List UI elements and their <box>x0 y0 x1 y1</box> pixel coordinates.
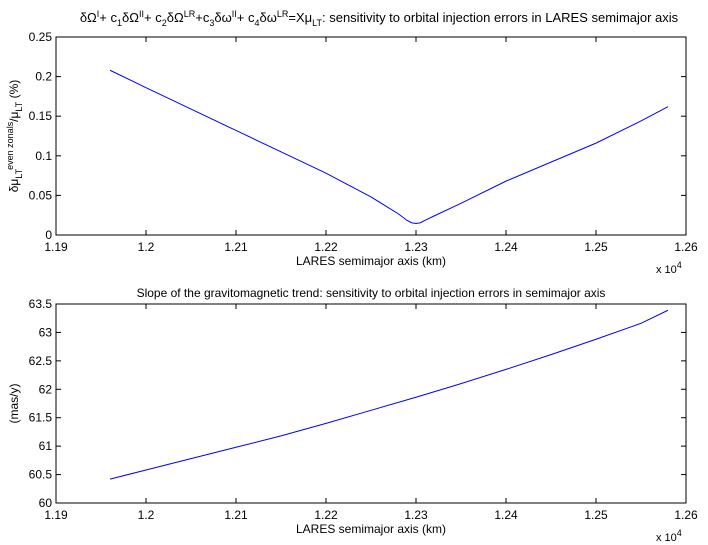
x-tick-label: 1.21 <box>224 508 248 522</box>
y-tick-label: 0.25 <box>29 30 53 44</box>
x-tick-label: 1.23 <box>404 240 428 254</box>
y-tick-label: 0.15 <box>29 109 53 123</box>
x-tick-label: 1.24 <box>494 508 518 522</box>
y-tick-label: 0 <box>45 228 52 242</box>
x-tick-label: 1.23 <box>404 508 428 522</box>
y-axis-label: δμLTeven zonals/μLT (%) <box>5 80 24 193</box>
x-tick-label: 1.26 <box>674 240 698 254</box>
x-tick-label: 1.22 <box>314 240 338 254</box>
y-tick-label: 0.2 <box>35 70 52 84</box>
chart-title: δΩI+ c1δΩII+ c2δΩLR+c3δωII+ c4δωLR=XμLT:… <box>80 9 679 28</box>
x-tick-label: 1.19 <box>44 240 68 254</box>
x-tick-label: 1.2 <box>138 508 155 522</box>
chart-panel-1: 1.19 1.2 1.21 1.22 1.23 1.24 1.25 1.26 0 0.05 0.1 0… <box>5 9 698 276</box>
series-line <box>109 69 669 225</box>
x-tick-label: 1.25 <box>584 240 608 254</box>
series-line <box>109 309 669 480</box>
plot-area-frame <box>55 303 687 504</box>
y-tick-label: 0.1 <box>35 149 52 163</box>
x-axis-multiplier: x 104 <box>656 260 682 276</box>
y-tick-label: 60 <box>39 496 53 510</box>
x-tick-label: 1.22 <box>314 508 338 522</box>
x-axis-label: LARES semimajor axis (km) <box>296 522 446 536</box>
y-tick-label: 62.5 <box>29 354 53 368</box>
y-tick-label: 62 <box>39 382 53 396</box>
y-tick-label: 61 <box>39 439 53 453</box>
plot-area-frame <box>55 36 687 236</box>
y-tick-label: 61.5 <box>29 411 53 425</box>
x-tick-label: 1.21 <box>224 240 248 254</box>
chart-panel-2: 1.19 1.2 1.21 1.22 1.23 1.24 1.25 1.26 60 60.5 61 6… <box>7 286 698 544</box>
y-tick-label: 63 <box>39 325 53 339</box>
y-axis-label: (mas/y) <box>7 384 21 424</box>
y-tick-label: 0.05 <box>29 188 53 202</box>
y-tick-label: 63.5 <box>29 297 53 311</box>
x-tick-label: 1.26 <box>674 508 698 522</box>
x-tick-label: 1.19 <box>44 508 68 522</box>
x-tick-label: 1.25 <box>584 508 608 522</box>
chart-title: Slope of the gravitomagnetic trend: sens… <box>137 286 606 300</box>
x-axis-label: LARES semimajor axis (km) <box>296 254 446 268</box>
x-tick-label: 1.24 <box>494 240 518 254</box>
x-tick-label: 1.2 <box>138 240 155 254</box>
x-axis-multiplier: x 104 <box>656 528 682 544</box>
y-tick-label: 60.5 <box>29 468 53 482</box>
